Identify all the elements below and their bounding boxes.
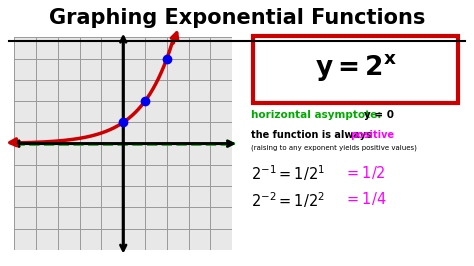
Text: $\mathbf{y = 2^x}$: $\mathbf{y = 2^x}$ <box>315 52 396 83</box>
Text: (raising to any exponent yields positive values): (raising to any exponent yields positive… <box>251 145 417 151</box>
Text: Graphing Exponential Functions: Graphing Exponential Functions <box>49 8 425 28</box>
Text: $= 1/4$: $= 1/4$ <box>344 190 386 207</box>
Text: the function is always: the function is always <box>251 130 375 140</box>
FancyBboxPatch shape <box>253 36 458 103</box>
Text: horizontal asymptote:: horizontal asymptote: <box>251 110 385 120</box>
Text: positive: positive <box>350 130 394 140</box>
Text: $= 1/2$: $= 1/2$ <box>344 164 385 181</box>
Text: y = 0: y = 0 <box>364 110 394 120</box>
Text: $2^{-1} = 1/2^1$: $2^{-1} = 1/2^1$ <box>251 164 325 183</box>
Text: $2^{-2} = 1/2^2$: $2^{-2} = 1/2^2$ <box>251 190 325 210</box>
